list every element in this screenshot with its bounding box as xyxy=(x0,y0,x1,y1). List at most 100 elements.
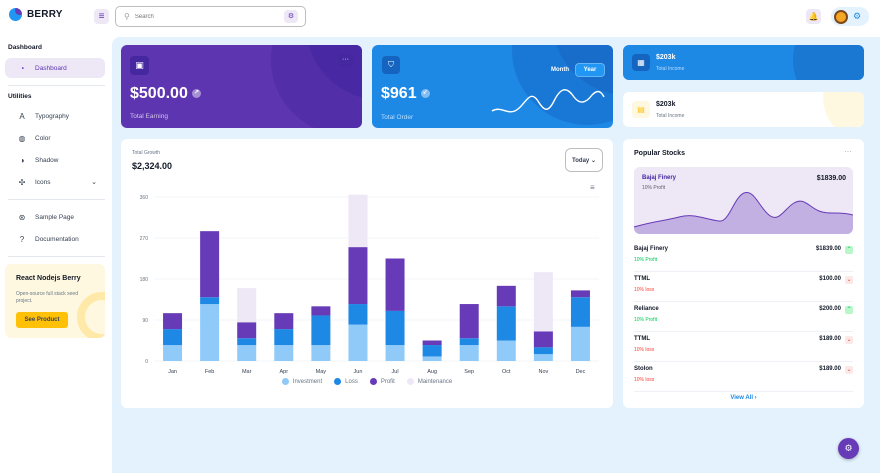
menu-toggle-button[interactable]: ≡ xyxy=(94,9,109,24)
stock-row[interactable]: Stolon 10% loss $189.00 ⌄ xyxy=(634,362,853,392)
bar-loss-may[interactable] xyxy=(311,315,331,346)
brand-name: BERRY xyxy=(27,9,63,20)
legend-swatch xyxy=(369,378,377,385)
more-button[interactable]: ··· xyxy=(338,54,353,67)
bar-maintenance-jun[interactable] xyxy=(348,194,368,248)
berry-logo-icon xyxy=(9,8,22,21)
bar-loss-nov[interactable] xyxy=(533,347,553,355)
toggle-month-button[interactable]: Month xyxy=(551,67,569,73)
sidebar-item-color[interactable]: ◍ Color xyxy=(5,128,105,148)
bar-loss-feb[interactable] xyxy=(200,297,220,305)
legend-item[interactable]: Loss xyxy=(334,378,358,385)
bar-loss-sep[interactable] xyxy=(459,338,479,346)
stock-name: Stolon xyxy=(634,366,653,372)
bar-profit-mar[interactable] xyxy=(237,322,257,339)
bar-investment-jun[interactable] xyxy=(348,324,368,361)
period-select[interactable]: Today ⌄ xyxy=(565,148,603,172)
legend-swatch xyxy=(334,378,342,385)
bar-investment-nov[interactable] xyxy=(533,354,553,361)
stock-row[interactable]: Reliance 10% Profit $200.00 ⌃ xyxy=(634,302,853,332)
palette-icon: ◍ xyxy=(18,133,26,143)
sidebar-item-documentation[interactable]: ? Documentation xyxy=(5,229,105,249)
stock-name: Bajaj Finery xyxy=(634,246,669,252)
search-bar: ⚲ ⚙ xyxy=(115,6,306,27)
bar-investment-dec[interactable] xyxy=(570,326,590,361)
gear-icon: ⚙ xyxy=(844,443,853,453)
chevron-right-icon: › xyxy=(754,395,757,401)
stock-row[interactable]: Bajaj Finery 10% Profit $1839.00 ⌃ xyxy=(634,242,853,272)
x-tick-label: Jan xyxy=(168,369,177,375)
bar-investment-oct[interactable] xyxy=(496,340,516,362)
legend-label: Maintenance xyxy=(417,378,453,385)
bar-investment-sep[interactable] xyxy=(459,345,479,361)
sidebar-item-sample-page[interactable]: ⊛ Sample Page xyxy=(5,207,105,227)
stock-value: $100.00 xyxy=(819,276,841,282)
sidebar-item-typography[interactable]: A Typography xyxy=(5,106,105,126)
bar-profit-may[interactable] xyxy=(311,306,331,316)
legend-label: Profit xyxy=(380,378,395,385)
view-all-link[interactable]: View All › xyxy=(730,395,757,401)
stock-row[interactable]: TTML 10% loss $100.00 ⌄ xyxy=(634,272,853,302)
stock-value: $189.00 xyxy=(819,366,841,372)
settings-fab[interactable]: ⚙ xyxy=(838,438,859,459)
x-tick-label: Oct xyxy=(502,369,511,375)
bar-investment-apr[interactable] xyxy=(274,345,294,361)
legend-item[interactable]: Profit xyxy=(369,378,395,385)
bar-profit-aug[interactable] xyxy=(422,340,442,346)
legend-item[interactable]: Maintenance xyxy=(406,378,453,385)
bar-investment-jul[interactable] xyxy=(385,345,405,361)
sidebar-divider xyxy=(8,85,105,86)
sidebar-item-dashboard[interactable]: ◔ Dashboard xyxy=(5,58,105,78)
bar-loss-jun[interactable] xyxy=(348,304,368,325)
toggle-year-button[interactable]: Year xyxy=(576,64,604,76)
bar-profit-sep[interactable] xyxy=(459,304,479,339)
table-icon: ▦ xyxy=(632,54,650,71)
sidebar-item-label: Dashboard xyxy=(35,64,67,72)
stock-row[interactable]: TTML 10% loss $189.00 ⌄ xyxy=(634,332,853,362)
sidebar-item-icons[interactable]: ✣ Icons ⌄ xyxy=(5,172,105,192)
bar-investment-jan[interactable] xyxy=(163,345,183,361)
sidebar-item-shadow[interactable]: ◑ Shadow xyxy=(5,150,105,170)
more-button[interactable]: ··· xyxy=(844,147,852,156)
bar-profit-jan[interactable] xyxy=(163,313,183,330)
bar-profit-feb[interactable] xyxy=(200,231,220,298)
bar-profit-jul[interactable] xyxy=(385,258,405,311)
see-product-button[interactable]: See Product xyxy=(16,312,68,328)
bar-profit-nov[interactable] xyxy=(533,331,553,348)
bar-loss-mar[interactable] xyxy=(237,338,257,346)
avatar xyxy=(834,9,848,24)
bar-loss-jan[interactable] xyxy=(163,329,183,346)
bar-investment-mar[interactable] xyxy=(237,345,257,361)
legend-item[interactable]: Investment xyxy=(281,378,322,385)
search-icon: ⚲ xyxy=(124,12,130,21)
bar-maintenance-nov[interactable] xyxy=(533,272,553,332)
bar-loss-oct[interactable] xyxy=(496,306,516,341)
sidebar-caption-utilities: Utilities xyxy=(8,93,32,100)
legend-label: Loss xyxy=(345,378,358,385)
bar-profit-apr[interactable] xyxy=(274,313,294,330)
bar-profit-jun[interactable] xyxy=(348,247,368,305)
filter-button[interactable]: ⚙ xyxy=(284,10,298,23)
x-tick-label: Mar xyxy=(242,369,252,375)
app-header: BERRY ≡ ⚲ ⚙ 🔔 ⚙ xyxy=(0,0,880,34)
income-label: Total Income xyxy=(656,66,685,72)
bar-profit-oct[interactable] xyxy=(496,285,516,307)
profile-button[interactable]: ⚙ xyxy=(831,7,869,26)
bar-investment-feb[interactable] xyxy=(200,304,220,361)
bar-loss-dec[interactable] xyxy=(570,297,590,327)
notification-button[interactable]: 🔔 xyxy=(806,9,821,24)
bar-loss-apr[interactable] xyxy=(274,329,294,346)
chart-menu-button[interactable]: ≡ xyxy=(590,183,595,192)
help-icon: ? xyxy=(19,234,25,244)
chevron-down-icon: ⌄ xyxy=(91,179,97,186)
bar-investment-may[interactable] xyxy=(311,345,331,361)
bar-loss-jul[interactable] xyxy=(385,310,405,346)
brand-logo[interactable]: BERRY xyxy=(9,8,63,21)
search-input[interactable] xyxy=(134,13,275,20)
bar-investment-aug[interactable] xyxy=(422,356,442,361)
bar-profit-dec[interactable] xyxy=(570,290,590,298)
bar-maintenance-mar[interactable] xyxy=(237,288,257,323)
x-tick-label: Jun xyxy=(354,369,363,375)
bar-loss-aug[interactable] xyxy=(422,345,442,357)
credit-card-icon: ▣ xyxy=(130,56,149,75)
